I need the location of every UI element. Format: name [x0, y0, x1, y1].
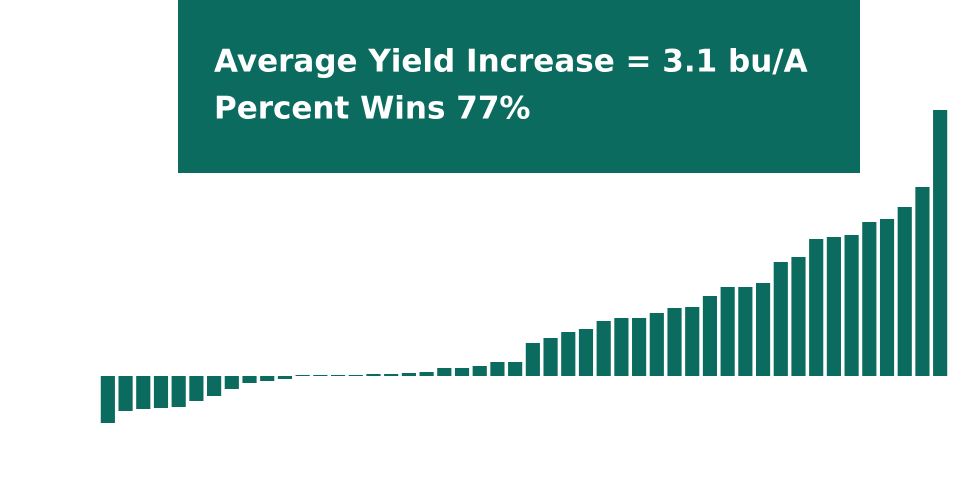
title-box: [178, 0, 860, 173]
chart-title: Average Yield Increase = 3.1 bu/A: [214, 44, 808, 80]
bar: [702, 296, 718, 376]
bar: [454, 368, 470, 376]
bar: [384, 374, 399, 376]
bar: [153, 376, 169, 408]
bar: [738, 287, 753, 376]
bar: [437, 368, 452, 376]
bar: [915, 187, 930, 376]
bar: [649, 313, 664, 376]
bar: [136, 376, 151, 409]
bar: [330, 375, 346, 376]
bar: [401, 373, 416, 376]
bar: [809, 239, 824, 376]
bar: [508, 362, 523, 376]
bar: [897, 207, 912, 376]
bar: [862, 222, 877, 376]
bar: [685, 307, 700, 376]
bar: [277, 376, 293, 379]
bar: [632, 318, 647, 376]
bar: [242, 376, 257, 383]
bar: [366, 374, 381, 376]
bar: [100, 376, 115, 423]
bar: [419, 372, 434, 376]
bar: [755, 283, 771, 376]
bar: [189, 376, 204, 401]
bar: [472, 366, 487, 376]
bar: [879, 219, 895, 376]
bar: [596, 321, 611, 376]
chart-subtitle: Percent Wins 77%: [214, 91, 530, 127]
bar: [933, 110, 948, 376]
bar: [207, 376, 222, 396]
bar: [224, 376, 239, 389]
bar: [171, 376, 186, 407]
bar: [773, 262, 788, 376]
bar: [791, 257, 806, 376]
bar: [543, 338, 558, 376]
bar: [578, 329, 594, 376]
bar: [313, 375, 328, 376]
bar: [667, 308, 682, 376]
bar: [295, 375, 310, 376]
bar: [490, 362, 505, 376]
bar: [720, 287, 735, 376]
bar: [561, 332, 576, 376]
bar: [525, 343, 540, 376]
bar: [614, 318, 629, 376]
bar: [844, 235, 859, 376]
bar: [118, 376, 133, 411]
bar: [826, 237, 841, 376]
bar: [348, 375, 363, 376]
bar: [260, 376, 275, 381]
